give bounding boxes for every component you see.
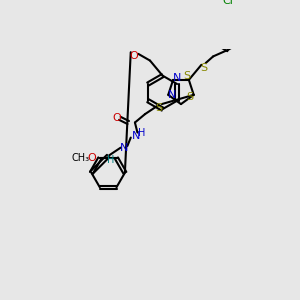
Text: S: S (186, 92, 193, 102)
Text: Cl: Cl (223, 0, 234, 6)
Text: O: O (130, 50, 139, 61)
Text: S: S (183, 71, 190, 81)
Text: H: H (107, 155, 114, 165)
Text: N: N (168, 90, 177, 100)
Text: S: S (200, 63, 208, 73)
Text: N: N (173, 73, 182, 83)
Text: O: O (87, 153, 96, 163)
Text: H: H (138, 128, 145, 138)
Text: O: O (112, 113, 121, 123)
Text: S: S (156, 103, 163, 113)
Text: CH₃: CH₃ (71, 153, 90, 163)
Text: N: N (132, 131, 140, 141)
Text: N: N (120, 142, 128, 153)
